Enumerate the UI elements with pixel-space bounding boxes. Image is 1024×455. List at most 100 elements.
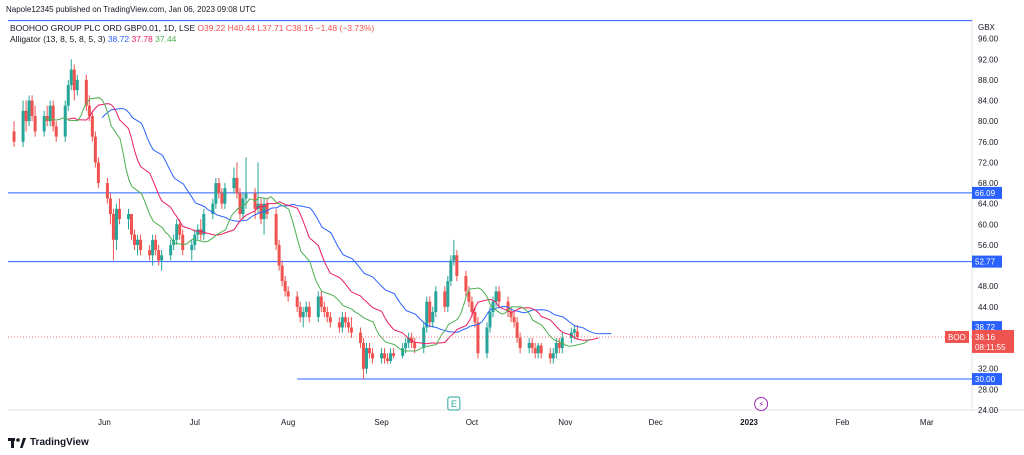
dividend-marker-label: ⚡ — [758, 400, 764, 409]
candle-body — [93, 136, 97, 163]
candle-body — [476, 322, 480, 354]
candle-body — [12, 131, 16, 142]
y-tick-label: 68.00 — [978, 179, 999, 188]
y-tick-label: 44.00 — [978, 303, 999, 312]
candle-body — [256, 203, 260, 209]
ohlc-open: O39.22 — [197, 23, 226, 33]
candle-body — [422, 327, 426, 349]
candle-body — [238, 193, 242, 214]
x-tick-label: Feb — [836, 418, 850, 427]
y-tick-label: 48.00 — [978, 282, 999, 291]
tradingview-brand[interactable]: TradingView — [8, 437, 89, 448]
candle-body — [349, 327, 353, 333]
candle-body — [54, 126, 58, 137]
candle-body — [383, 353, 387, 359]
candle-body — [443, 291, 447, 307]
alligator-teeth-value: 37.78 — [131, 34, 153, 44]
candle-body — [130, 214, 134, 235]
candle-body — [33, 116, 37, 132]
candle-body — [340, 317, 344, 328]
ohlc-high: H40.44 — [227, 23, 256, 33]
y-tick-label: 56.00 — [978, 241, 999, 250]
candle-body — [473, 312, 477, 323]
level-price-tag — [972, 255, 1002, 268]
y-tick-label: 80.00 — [978, 117, 999, 126]
brand-name: TradingView — [30, 437, 89, 448]
candle-body — [494, 291, 498, 302]
currency-label: GBX — [978, 23, 996, 32]
level-price-label: 52.77 — [975, 258, 996, 267]
candle-body — [105, 183, 109, 199]
candle-body — [21, 110, 25, 142]
level-price-tag — [972, 186, 1002, 199]
symbol-line: BOOHOO GROUP PLC ORD GBP0.01, 1D, LSE O3… — [10, 23, 374, 34]
candle-body — [217, 183, 221, 194]
candle-body — [539, 345, 543, 354]
candle-body — [572, 329, 576, 333]
candle-body — [401, 348, 405, 356]
alligator-line: Alligator (13, 8, 5, 8, 5, 3) 38.72 37.7… — [10, 34, 374, 45]
symbol-name[interactable]: BOOHOO GROUP PLC ORD GBP0.01, 1D, LSE — [10, 23, 196, 33]
candle-body — [175, 224, 179, 240]
candle-body — [241, 198, 245, 214]
alligator-price-label: 38.72 — [975, 323, 996, 332]
candle-body — [196, 229, 200, 235]
earnings-marker-icon — [447, 396, 461, 411]
candle-body — [148, 250, 152, 256]
candle-body — [509, 312, 513, 318]
candle-body — [518, 337, 522, 349]
alligator-label[interactable]: Alligator (13, 8, 5, 8, 5, 3) — [10, 34, 106, 44]
x-tick-label: Oct — [466, 418, 479, 427]
candle-body — [27, 100, 31, 122]
x-tick-label: Aug — [281, 418, 295, 427]
candle-body — [90, 116, 94, 137]
candle-body — [214, 183, 218, 204]
x-tick-label: 2023 — [740, 418, 758, 427]
candle-body — [551, 353, 555, 359]
candle-body — [554, 342, 558, 354]
alligator-jaw-value: 38.72 — [107, 34, 130, 44]
ohlc-change: −1.48 (−3.73%) — [315, 23, 375, 33]
candle-body — [467, 291, 471, 302]
candle-body — [328, 317, 332, 323]
candle-body — [295, 296, 299, 307]
candle-body — [322, 306, 326, 312]
candle-body — [575, 331, 579, 337]
candle-body — [557, 342, 561, 349]
candle-body — [407, 337, 411, 343]
ohlc-close: C38.16 — [285, 23, 314, 33]
x-tick-label: Mar — [920, 418, 934, 427]
y-tick-label: 92.00 — [978, 55, 999, 64]
alligator-jaw-line — [101, 108, 612, 335]
candle-body — [75, 79, 79, 91]
candle-body — [127, 214, 130, 220]
candle-body — [364, 348, 368, 369]
candle-body — [84, 79, 88, 106]
candle-body — [133, 234, 137, 245]
candle-body — [274, 214, 278, 245]
candle-body — [114, 208, 118, 240]
candle-body — [530, 342, 534, 349]
candle-body — [368, 348, 371, 354]
dividend-marker-icon — [754, 397, 769, 411]
candle-body — [337, 322, 341, 328]
level-price-label: 30.00 — [975, 375, 996, 384]
y-tick-label: 76.00 — [978, 138, 999, 147]
countdown-label: 08:11:55 — [975, 343, 1006, 352]
candle-body — [452, 255, 456, 261]
candle-body — [455, 255, 459, 276]
candle-body — [488, 312, 492, 328]
candle-body — [277, 244, 281, 266]
candle-body — [51, 105, 55, 127]
candle-body — [69, 69, 73, 86]
ohlc-low: L37.71 — [257, 23, 284, 33]
candle-body — [301, 312, 305, 318]
candle-body — [512, 317, 516, 323]
candle-body — [286, 291, 290, 297]
candle-body — [157, 250, 161, 261]
y-tick-label: 60.00 — [978, 220, 999, 229]
level-price-tag — [972, 373, 1002, 386]
candle-body — [244, 193, 248, 199]
candle-body — [199, 229, 203, 235]
